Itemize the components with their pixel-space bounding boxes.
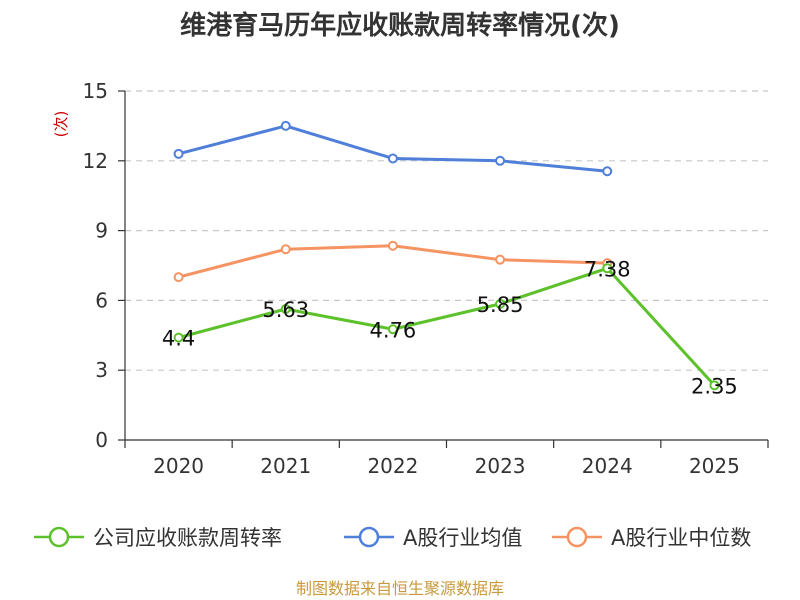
data-point[interactable] (387, 153, 398, 164)
data-label: 4.4 (162, 327, 195, 351)
x-tick-label: 2025 (689, 454, 740, 478)
legend-marker (358, 526, 380, 548)
y-tick-label: 15 (83, 79, 108, 103)
data-point[interactable] (709, 380, 720, 391)
data-source-note: 制图数据来自恒生聚源数据库 (296, 579, 504, 598)
y-tick-label: 0 (95, 428, 108, 452)
y-tick-label: 6 (95, 288, 108, 312)
axes: 0 3 6 9 12 15 2020 2021 2022 2023 2024 2025 (83, 79, 769, 478)
data-point[interactable] (173, 148, 184, 159)
y-tick-label: 3 (95, 358, 108, 382)
series-line (178, 266, 716, 387)
data-label: 2.35 (691, 374, 738, 398)
legend-item[interactable]: 公司应收账款周转率 (34, 526, 282, 550)
y-tick-label: 12 (83, 149, 108, 173)
data-point[interactable] (495, 298, 506, 309)
legend-item[interactable]: A股行业均值 (344, 526, 522, 550)
data-point[interactable] (280, 120, 291, 131)
data-point[interactable] (602, 263, 613, 274)
data-point[interactable] (280, 244, 291, 255)
data-labels: 4.4 5.63 4.76 5.85 7.38 2.35 (162, 257, 738, 398)
chart-title: 维港育马历年应收账款周转率情况(次) (180, 10, 620, 41)
legend-marker (566, 526, 588, 548)
data-point[interactable] (280, 304, 291, 315)
legend-label: A股行业中位数 (611, 526, 751, 550)
data-point[interactable] (495, 254, 506, 265)
y-axis-unit-label: (次) (52, 111, 70, 138)
data-point[interactable] (495, 155, 506, 166)
x-tick-label: 2020 (153, 454, 204, 478)
series-2 (173, 240, 613, 283)
data-label: 5.63 (262, 298, 309, 322)
x-tick-label: 2023 (475, 454, 526, 478)
y-tick-label: 9 (95, 219, 108, 243)
legend[interactable]: 公司应收账款周转率 A股行业均值 A股行业中位数 (34, 526, 751, 550)
data-point[interactable] (387, 324, 398, 335)
legend-label: A股行业均值 (403, 526, 522, 550)
data-label: 5.85 (477, 293, 524, 317)
data-label: 7.38 (584, 257, 631, 281)
data-label: 4.76 (370, 318, 417, 342)
legend-label: 公司应收账款周转率 (93, 526, 282, 550)
series-line (178, 124, 608, 173)
data-point[interactable] (173, 332, 184, 343)
series-lines (173, 120, 720, 391)
x-tick-label: 2024 (582, 454, 633, 478)
data-point[interactable] (387, 240, 398, 251)
data-point[interactable] (173, 272, 184, 283)
data-point[interactable] (602, 166, 613, 177)
x-tick-label: 2022 (367, 454, 418, 478)
grid-lines (125, 90, 768, 371)
legend-marker (48, 526, 70, 548)
series-1 (173, 120, 613, 177)
legend-item[interactable]: A股行业中位数 (552, 526, 751, 550)
x-tick-label: 2021 (260, 454, 311, 478)
series-0 (173, 263, 720, 391)
